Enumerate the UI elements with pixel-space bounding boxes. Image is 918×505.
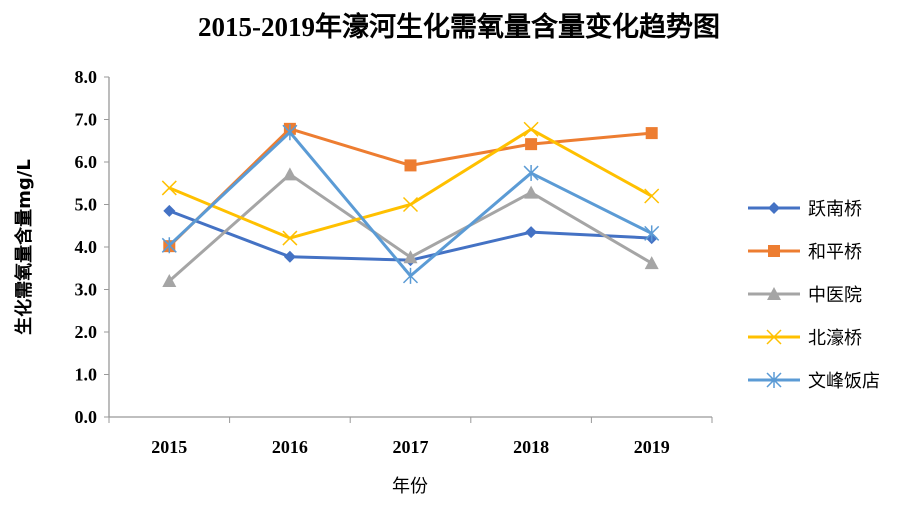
x-tick-label: 2019 (634, 437, 670, 457)
data-point (282, 124, 298, 141)
series-3 (161, 121, 660, 246)
data-point (162, 274, 177, 287)
data-point (523, 121, 539, 137)
data-point (525, 226, 538, 239)
data-point (283, 250, 296, 263)
data-point (523, 165, 539, 182)
y-axis-label: 生化需氧量含量mg/L (13, 159, 35, 335)
y-tick-label: 5.0 (75, 195, 98, 215)
data-point (282, 167, 297, 181)
x-tick-label: 2015 (151, 437, 187, 457)
data-point (402, 267, 419, 284)
y-tick-label: 4.0 (75, 237, 98, 257)
y-tick-label: 8.0 (75, 67, 98, 87)
y-tick-label: 2.0 (75, 322, 98, 342)
legend-label: 文峰饭店 (808, 371, 880, 392)
data-point (282, 230, 298, 246)
y-tick-label: 0.0 (75, 407, 98, 427)
y-tick-label: 7.0 (75, 110, 98, 130)
x-tick-label: 2016 (272, 437, 308, 457)
data-point (404, 159, 417, 172)
y-tick-label: 6.0 (75, 152, 98, 172)
x-axis-label: 年份 (392, 476, 428, 497)
data-point (644, 256, 659, 270)
data-point (161, 180, 177, 196)
data-point (403, 250, 418, 264)
y-tick-label: 1.0 (75, 365, 98, 385)
legend-label: 中医院 (808, 285, 862, 306)
data-point (402, 196, 419, 213)
series-line (168, 127, 652, 248)
data-point (767, 287, 781, 300)
legend-label: 北濠桥 (808, 328, 862, 349)
series-1 (163, 122, 658, 253)
data-point (768, 245, 780, 257)
x-tick-label: 2018 (513, 437, 549, 457)
data-point (644, 225, 660, 242)
legend-label: 和平桥 (808, 242, 862, 263)
data-point (524, 185, 539, 199)
data-point (768, 202, 780, 214)
data-point (766, 372, 782, 388)
chart-title: 2015-2019年濠河生化需氧量含量变化趋势图 (198, 11, 720, 42)
data-point (644, 188, 660, 204)
series-4 (161, 124, 660, 284)
data-point (161, 237, 177, 254)
legend-label: 跃南桥 (808, 199, 862, 220)
x-tick-label: 2017 (393, 437, 429, 457)
data-point (766, 329, 782, 345)
data-point (525, 138, 538, 151)
y-tick-label: 3.0 (75, 280, 98, 300)
data-point (163, 204, 176, 217)
series-2 (162, 167, 659, 287)
data-point (645, 127, 658, 140)
